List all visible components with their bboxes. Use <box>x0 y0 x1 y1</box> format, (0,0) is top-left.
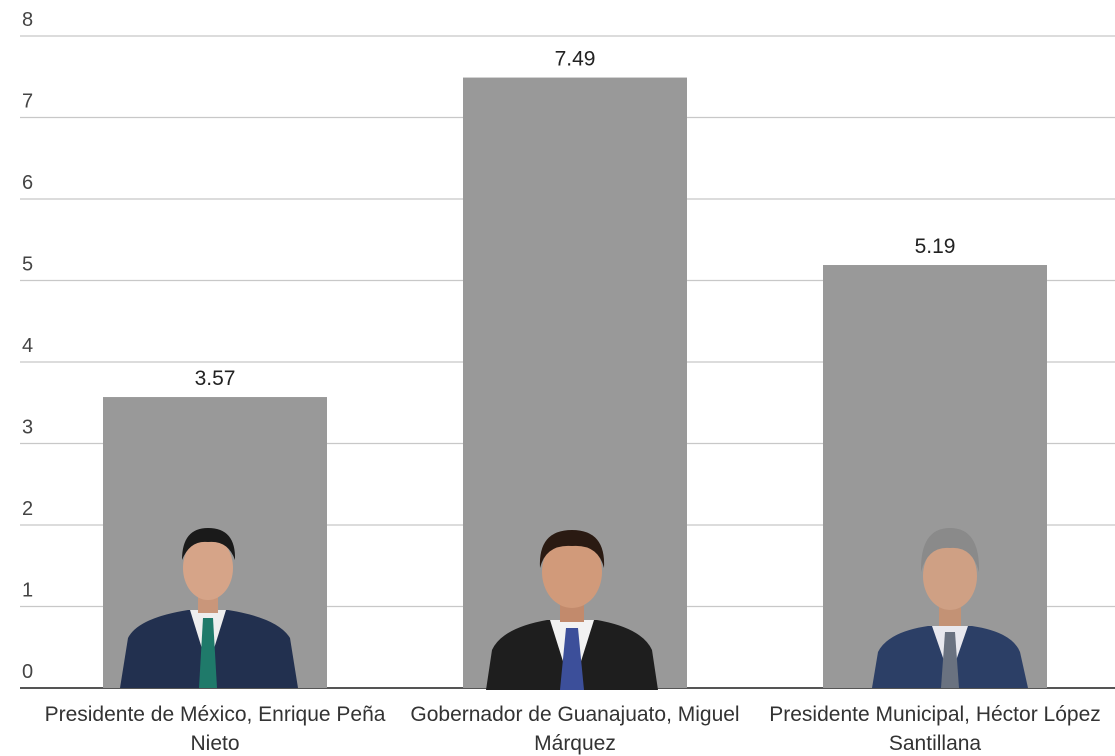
y-tick-label: 2 <box>22 498 33 520</box>
value-label: 7.49 <box>555 48 596 71</box>
x-tick-label: Gobernador de Guanajuato, Miguel Márquez <box>410 703 740 755</box>
value-label: 5.19 <box>915 235 956 258</box>
x-tick-label: Presidente de México, Enrique Peña Nieto <box>44 703 386 755</box>
y-tick-label: 7 <box>22 91 33 113</box>
y-tick-label: 3 <box>22 417 33 439</box>
portrait <box>486 530 658 690</box>
y-tick-label: 4 <box>22 335 33 357</box>
y-tick-label: 6 <box>22 172 33 194</box>
portrait <box>872 528 1028 688</box>
x-tick-label: Presidente Municipal, Héctor López Santi… <box>769 703 1101 755</box>
labels: 0 1 2 3 4 5 6 7 8 3.57 7.49 5.19 <box>22 9 955 683</box>
value-label: 3.57 <box>195 367 236 390</box>
y-tick-label: 8 <box>22 9 33 31</box>
portrait <box>120 528 298 688</box>
y-tick-label: 0 <box>22 661 33 683</box>
y-tick-label: 1 <box>22 580 33 602</box>
y-tick-label: 5 <box>22 254 33 276</box>
bar <box>823 265 1047 688</box>
